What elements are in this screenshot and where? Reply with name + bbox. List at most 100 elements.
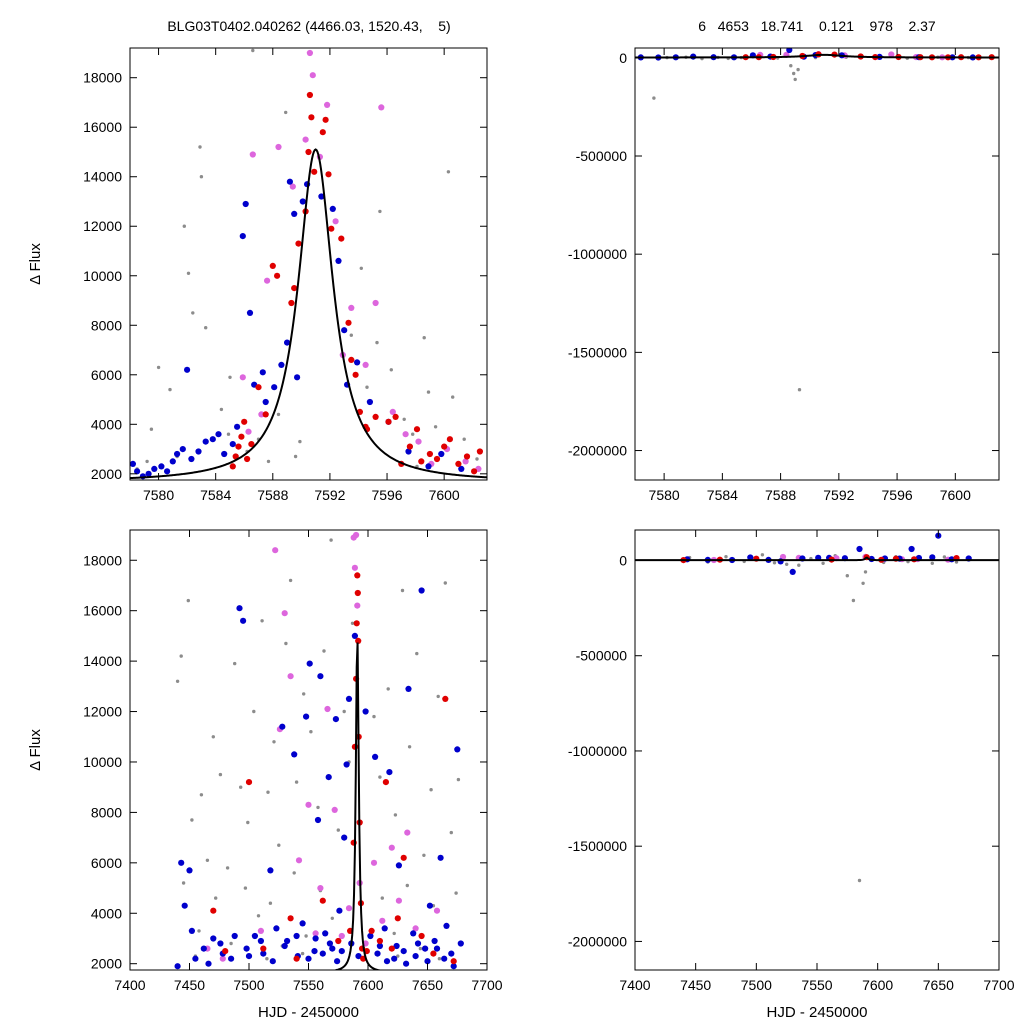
point-grey [342, 709, 346, 714]
point-red [338, 235, 345, 242]
point-blue [217, 940, 224, 947]
point-blue [279, 723, 286, 730]
y-tick-label: 12000 [83, 218, 122, 234]
point-grey [772, 561, 777, 565]
point-red [306, 91, 313, 99]
point-blue [458, 465, 465, 472]
point-red [354, 572, 361, 579]
y-tick-label: 6000 [91, 855, 122, 871]
data-points [174, 531, 464, 970]
point-red [400, 854, 407, 861]
point-magenta [249, 151, 256, 158]
point-blue [145, 470, 152, 477]
point-magenta [331, 806, 338, 814]
point-blue [178, 859, 185, 866]
point-grey [225, 866, 230, 870]
point-red [351, 743, 358, 750]
point-blue [130, 460, 136, 467]
point-red [446, 436, 453, 443]
point-red [295, 240, 302, 247]
x-tick-label: 7596 [371, 487, 402, 503]
point-grey [437, 957, 442, 961]
point-blue [343, 761, 350, 768]
point-grey [181, 881, 186, 885]
point-blue [186, 867, 193, 874]
x-tick-label: 7600 [940, 487, 971, 503]
point-grey [724, 555, 728, 559]
point-magenta [312, 930, 319, 937]
point-grey [418, 946, 423, 951]
point-magenta [402, 431, 409, 438]
point-blue [786, 48, 793, 54]
point-blue [338, 948, 345, 955]
point-blue [242, 200, 249, 208]
point-blue [410, 930, 417, 937]
y-tick-label: 4000 [91, 905, 122, 921]
point-blue [284, 339, 291, 346]
x-tick-label: 7584 [200, 487, 231, 503]
point-magenta [362, 361, 369, 368]
point-red [455, 460, 462, 467]
point-blue [405, 685, 412, 693]
point-magenta [317, 885, 324, 892]
point-red [287, 915, 294, 922]
point-blue [381, 925, 388, 932]
point-blue [326, 940, 333, 947]
point-red [385, 418, 392, 425]
point-grey [392, 931, 396, 936]
point-magenta [348, 304, 355, 311]
point-magenta [324, 705, 331, 713]
point-magenta [415, 438, 422, 445]
model-curve [130, 148, 487, 480]
point-magenta [395, 897, 402, 904]
point-grey [785, 562, 789, 566]
point-red [353, 620, 360, 627]
point-grey [433, 425, 438, 429]
point-grey [402, 417, 406, 421]
point-red [328, 225, 335, 232]
point-grey [322, 649, 326, 653]
point-grey [350, 621, 355, 625]
point-red [418, 932, 425, 940]
x-tick-label: 7500 [741, 977, 772, 993]
point-grey [292, 871, 296, 875]
x-tick-label: 7600 [862, 977, 893, 993]
point-blue [908, 545, 915, 553]
x-tick-label: 7400 [114, 977, 145, 993]
point-grey [429, 788, 433, 792]
point-blue [299, 920, 306, 927]
point-magenta [272, 547, 279, 554]
point-grey [652, 96, 656, 100]
point-red [305, 148, 312, 156]
x-tick-label: 7550 [801, 977, 832, 993]
point-grey [330, 916, 334, 920]
point-grey [199, 175, 204, 179]
point-grey [462, 437, 466, 441]
point-grey [449, 830, 453, 835]
point-blue [362, 708, 369, 715]
point-grey [239, 785, 243, 789]
point-blue [215, 431, 222, 438]
point-grey [272, 740, 276, 744]
point-blue [291, 751, 298, 758]
point-magenta [295, 857, 303, 864]
point-blue [210, 935, 217, 942]
point-blue [414, 940, 422, 947]
point-grey [156, 365, 161, 370]
point-blue [179, 446, 186, 453]
point-blue [299, 198, 306, 205]
data-points [635, 48, 999, 392]
point-magenta [245, 428, 252, 435]
point-grey [393, 813, 398, 817]
point-grey [246, 820, 250, 825]
point-blue [284, 937, 291, 945]
y-tick-label: 8000 [91, 804, 122, 820]
point-grey [197, 929, 201, 933]
point-red [388, 945, 395, 952]
x-tick-label: 7400 [619, 977, 650, 993]
point-blue [448, 950, 455, 957]
point-blue [267, 867, 274, 874]
point-grey [930, 561, 934, 565]
point-blue [426, 902, 433, 909]
point-blue [303, 713, 310, 720]
